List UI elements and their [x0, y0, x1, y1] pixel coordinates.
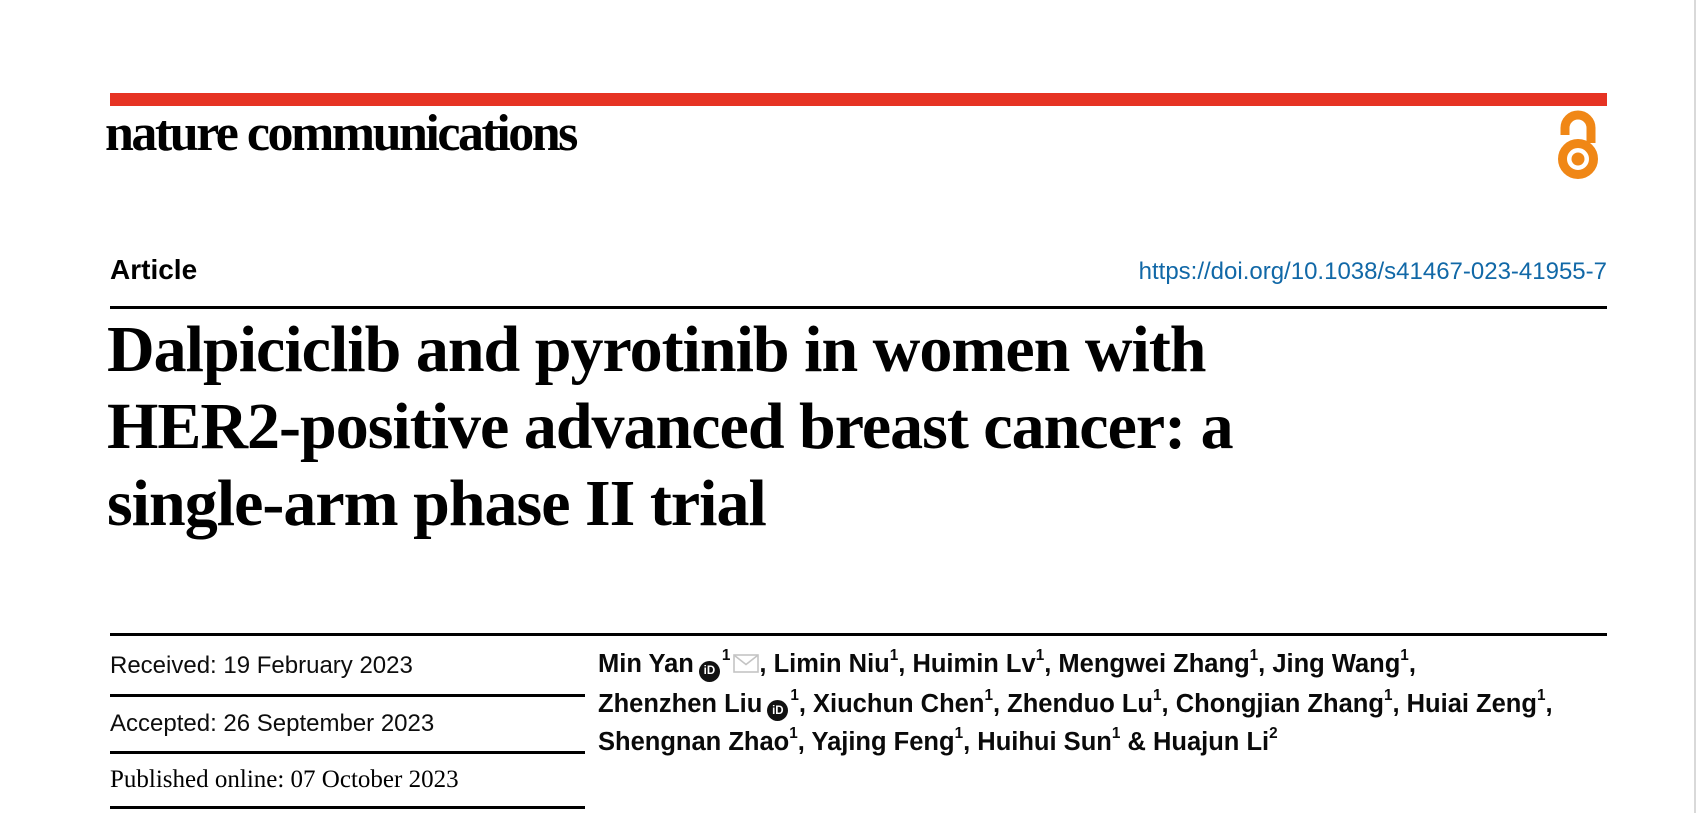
affiliation-superscript: 1	[1153, 686, 1162, 704]
horizontal-rule	[110, 751, 585, 754]
orcid-icon[interactable]: iD	[698, 660, 720, 682]
author-name: Zhenduo Lu	[1007, 689, 1154, 718]
affiliation-superscript: 1	[790, 686, 799, 704]
author-name: Jing Wang	[1272, 650, 1401, 678]
author-name: Huimin Lv	[912, 650, 1036, 678]
journal-logo: nature communications	[105, 105, 578, 162]
author-name: Mengwei Zhang	[1058, 650, 1250, 678]
author-name: Zhenzhen Liu	[598, 689, 763, 718]
affiliation-superscript: 1	[954, 725, 964, 743]
author-name: Huihui Sun	[977, 728, 1112, 756]
author-name: Xiuchun Chen	[813, 689, 985, 718]
date-received: Received: 19 February 2023	[110, 652, 413, 679]
title-line-2: HER2-positive advanced breast cancer: a	[107, 390, 1234, 463]
author-line: Shengnan Zhao1, Yajing Feng1, Huihui Sun…	[598, 725, 1278, 756]
article-title: Dalpiciclib and pyrotinib in women with …	[107, 311, 1427, 542]
author-list: Min Yan iD1, Limin Niu1, Huimin Lv1, Meng…	[598, 645, 1610, 762]
author-name: Shengnan Zhao	[598, 728, 790, 756]
open-access-icon	[1558, 110, 1598, 179]
affiliation-superscript: 1	[1536, 686, 1546, 704]
date-accepted: Accepted: 26 September 2023	[110, 710, 435, 737]
author-name: Huiai Zeng	[1406, 689, 1537, 718]
envelope-icon[interactable]	[733, 646, 760, 685]
affiliation-superscript: 1	[1383, 686, 1393, 704]
orcid-icon[interactable]: iD	[767, 700, 789, 722]
title-line-1: Dalpiciclib and pyrotinib in women with	[107, 313, 1207, 386]
horizontal-rule	[110, 806, 585, 809]
title-line-3: single-arm phase II trial	[107, 467, 767, 540]
horizontal-rule-meta-top	[110, 633, 1607, 636]
affiliation-superscript: 1	[984, 686, 993, 704]
affiliation-superscript: 1	[1111, 725, 1121, 743]
date-published: Published online: 07 October 2023	[110, 766, 459, 793]
brand-red-bar	[110, 93, 1607, 106]
affiliation-superscript: 1	[721, 647, 731, 665]
affiliation-superscript: 1	[1400, 647, 1409, 665]
author-line: Zhenzhen Liu iD1, Xiuchun Chen1, Zhenduo …	[598, 685, 1610, 724]
affiliation-superscript: 2	[1269, 725, 1278, 743]
horizontal-rule	[110, 694, 585, 697]
affiliation-superscript: 1	[789, 725, 798, 743]
author-name: Limin Niu	[773, 650, 890, 678]
author-line: Min Yan iD1, Limin Niu1, Huimin Lv1, Meng…	[598, 645, 1610, 685]
article-type-label: Article	[110, 254, 198, 285]
doi-link[interactable]: https://doi.org/10.1038/s41467-023-41955…	[1138, 258, 1607, 285]
page-right-edge	[1694, 0, 1696, 813]
author-name: Min Yan	[598, 650, 694, 678]
affiliation-superscript: 1	[1035, 647, 1045, 665]
affiliation-superscript: 1	[1249, 647, 1259, 665]
author-name: Yajing Feng	[811, 728, 955, 756]
affiliation-superscript: 1	[889, 647, 899, 665]
author-name: Huajun Li	[1152, 728, 1270, 756]
horizontal-rule-header	[110, 306, 1607, 309]
article-header-row: Article https://doi.org/10.1038/s41467-0…	[110, 254, 1607, 286]
author-name: Chongjian Zhang	[1175, 689, 1384, 718]
